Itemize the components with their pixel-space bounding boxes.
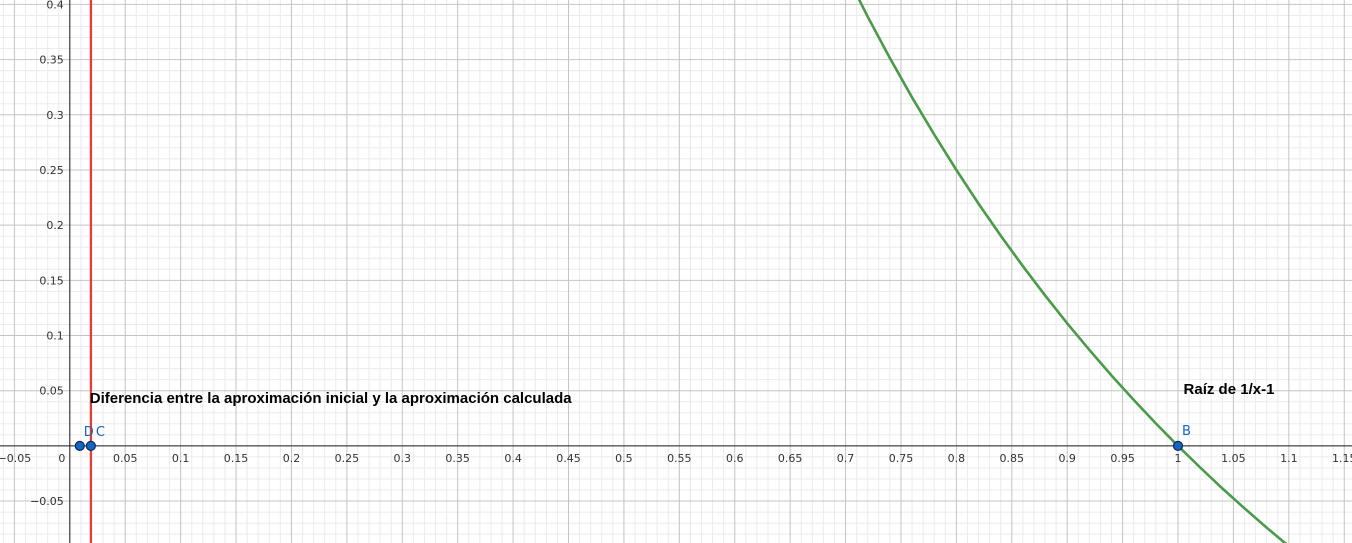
annotation-difference: Diferencia entre la aproximación inicial…: [90, 390, 573, 407]
y-tick-label: 0.1: [46, 330, 64, 343]
x-tick-label: 0.35: [445, 452, 470, 465]
x-tick-label: 0.1: [172, 452, 190, 465]
y-axis-tick-labels: −0.05 0.05 0.1 0.15 0.2 0.25 0.3 0.35 0.4: [30, 0, 64, 508]
point-label-B: B: [1182, 424, 1191, 439]
annotations-layer: Diferencia entre la aproximación inicial…: [90, 381, 1275, 407]
point-C[interactable]: [85, 440, 96, 451]
x-tick-label: 0.9: [1058, 452, 1076, 465]
x-tick-label: 0.25: [335, 452, 360, 465]
x-tick-label: 0.3: [394, 452, 412, 465]
curve-1-over-x-minus-1[interactable]: [846, 0, 1289, 543]
x-tick-label: 0.5: [615, 452, 633, 465]
x-tick-label: 0.05: [113, 452, 138, 465]
x-tick-label: 0: [58, 452, 65, 465]
x-tick-label: 0.75: [889, 452, 914, 465]
x-tick-label: 0.45: [556, 452, 581, 465]
y-tick-label: 0.2: [46, 219, 64, 232]
y-tick-label: 0.35: [39, 54, 64, 67]
y-tick-label: 0.4: [46, 0, 64, 11]
x-tick-label: 0.6: [726, 452, 744, 465]
x-tick-label: 0.4: [504, 452, 522, 465]
y-tick-label: −0.05: [30, 495, 64, 508]
x-tick-label: 0.95: [1110, 452, 1135, 465]
x-tick-label: 0.85: [1000, 452, 1025, 465]
x-tick-label: 0.8: [948, 452, 966, 465]
point-label-D: D: [84, 425, 94, 440]
x-tick-label: 0.2: [283, 452, 301, 465]
x-tick-label: −0.05: [0, 452, 31, 465]
x-tick-label: 0.7: [837, 452, 855, 465]
point-label-C: C: [96, 425, 105, 440]
y-tick-label: 0.05: [39, 385, 64, 398]
y-tick-label: 0.3: [46, 109, 64, 122]
curve-layer: [846, 0, 1289, 543]
annotation-root: Raíz de 1/x-1: [1184, 381, 1275, 398]
x-tick-label: 1.1: [1280, 452, 1298, 465]
x-tick-label: 0.55: [667, 452, 692, 465]
point-B[interactable]: [1172, 440, 1184, 451]
y-tick-label: 0.15: [39, 274, 64, 287]
x-tick-label: 1.15: [1332, 452, 1352, 465]
y-tick-label: 0.25: [39, 164, 64, 177]
point-D[interactable]: [74, 440, 85, 451]
x-tick-label: 0.65: [778, 452, 803, 465]
x-tick-label: 1.05: [1221, 452, 1246, 465]
x-tick-label: 0.15: [224, 452, 249, 465]
x-axis-tick-labels: −0.05 0 0.05 0.1 0.15 0.2 0.25 0.3 0.35 0.4 0.45 0.…: [0, 452, 1352, 465]
x-tick-label: 1: [1175, 452, 1182, 465]
